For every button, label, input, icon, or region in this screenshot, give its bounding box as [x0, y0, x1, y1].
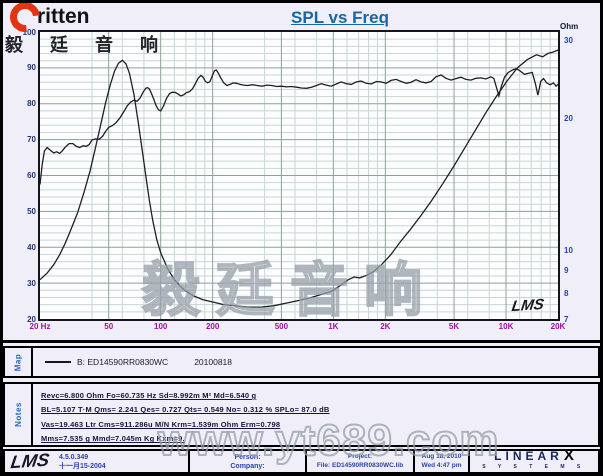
url-watermark: www.yt689.com [157, 415, 500, 466]
y-right-tick: 7 [564, 314, 569, 324]
map-side-cell: Map [5, 348, 33, 376]
x-tick: 100 [154, 322, 168, 331]
footer-person-cell: Person: Company: [190, 451, 307, 472]
notes-side-cell: Notes [5, 384, 33, 445]
linearx-sub-text: S Y S T E M S [482, 464, 586, 470]
note-line-3: Vas=19.463 Ltr Cms=911.286u M/N Krm=1.53… [41, 419, 281, 429]
right-axis-unit-label: Ohm [560, 22, 579, 31]
x-tick: 200 [205, 322, 220, 331]
y-left-tick: 100 [22, 27, 36, 37]
lms-plot-logo: LMS [510, 295, 546, 316]
x-tick: 20K [550, 322, 566, 331]
y-left-tick: 30 [27, 278, 36, 288]
project-label: Project: [347, 453, 373, 460]
y-left-tick: 90 [27, 63, 36, 73]
footer-app-cell: LMS 4.5.0.349 十一月15-2004 [5, 451, 190, 472]
note-line-2: BL=5.107 T·M Qms= 2.241 Qes= 0.727 Qts= … [41, 405, 330, 415]
person-label: Person: [234, 453, 261, 461]
brand-logo: ritten [3, 0, 90, 39]
footer-project-cell: Project: File: ED14590RR0830WC.lib [307, 451, 415, 472]
version-block: 4.5.0.349 十一月15-2004 [59, 453, 106, 471]
brand-logo-text: ritten [37, 5, 90, 28]
note-line-4: Mms=7.535 g Mmd=7.045m Kg Kxm=9. [41, 434, 185, 444]
notes-label: Notes [13, 402, 23, 427]
y-left-tick: 50 [27, 206, 36, 216]
map-label: Map [13, 353, 23, 371]
chart-plot-area [38, 30, 560, 321]
app-version: 4.5.0.349 [59, 453, 89, 461]
company-cn-text: 毅 廷 音 响 [5, 35, 170, 55]
y-right-tick: 8 [564, 288, 569, 298]
x-tick: 5K [448, 322, 460, 331]
y-left-tick: 20 [27, 314, 36, 324]
y-left-tick: 60 [27, 171, 36, 180]
legend-area: B: ED14590RR0830WC 20100818 [33, 348, 232, 376]
report-date: Aug 18, 2010 [421, 453, 462, 460]
cn-watermark: 毅廷音响 [141, 257, 439, 324]
file-label: File: ED14590RR0830WC.lib [316, 461, 404, 469]
x-tick: 500 [274, 322, 289, 331]
footer-brand-cell: LINEAR X S Y S T E M S [470, 451, 598, 472]
footer-date-cell: Aug 18, 2010 Wed 4:47 pm [415, 451, 470, 472]
map-row: Map B: ED14590RR0830WC 20100818 [3, 346, 600, 378]
y-left-tick: 40 [27, 242, 36, 252]
status-bar: LMS 4.5.0.349 十一月15-2004 Person: Company… [3, 449, 600, 474]
x-tick: 20 Hz [29, 322, 51, 331]
curve-impedance [40, 49, 558, 308]
linearx-x-text: X [563, 451, 574, 464]
legend-date-code: 20100818 [194, 357, 233, 367]
y-left-tick: 80 [27, 99, 36, 109]
plot-svg [40, 32, 558, 319]
report-time: Wed 4:47 pm [421, 461, 462, 469]
x-tick: 10K [498, 322, 514, 331]
y-left-tick: 70 [27, 135, 36, 145]
company-label: Company: [230, 462, 265, 470]
notes-row: Notes Revc=6.800 Ohm Fo=60.735 Hz Sd=8.9… [3, 382, 600, 447]
notes-area: Revc=6.800 Ohm Fo=60.735 Hz Sd=8.992m M²… [33, 384, 330, 445]
x-tick: 2K [380, 322, 391, 331]
y-right-tick: 9 [564, 266, 569, 276]
x-tick: 1K [328, 322, 339, 331]
x-tick: 50 [104, 322, 114, 331]
curve-spl [40, 67, 558, 185]
note-line-1: Revc=6.800 Ohm Fo=60.735 Hz Sd=8.992m M²… [41, 391, 257, 400]
linearx-logo: LINEAR X S Y S T E M S [482, 451, 586, 472]
linearx-main-text: LINEAR [494, 451, 563, 463]
y-right-tick: 20 [564, 113, 573, 123]
legend-line-sample [45, 361, 71, 363]
app-version-date: 十一月15-2004 [59, 462, 106, 470]
lms-footer-logo: LMS [9, 451, 51, 472]
y-right-tick: 10 [564, 246, 573, 256]
legend-curve-name: B: ED14590RR0830WC [77, 357, 169, 367]
y-right-tick: 30 [564, 36, 573, 46]
page-title: SPL vs Freq [291, 8, 389, 27]
chart-map-divider [3, 340, 600, 343]
